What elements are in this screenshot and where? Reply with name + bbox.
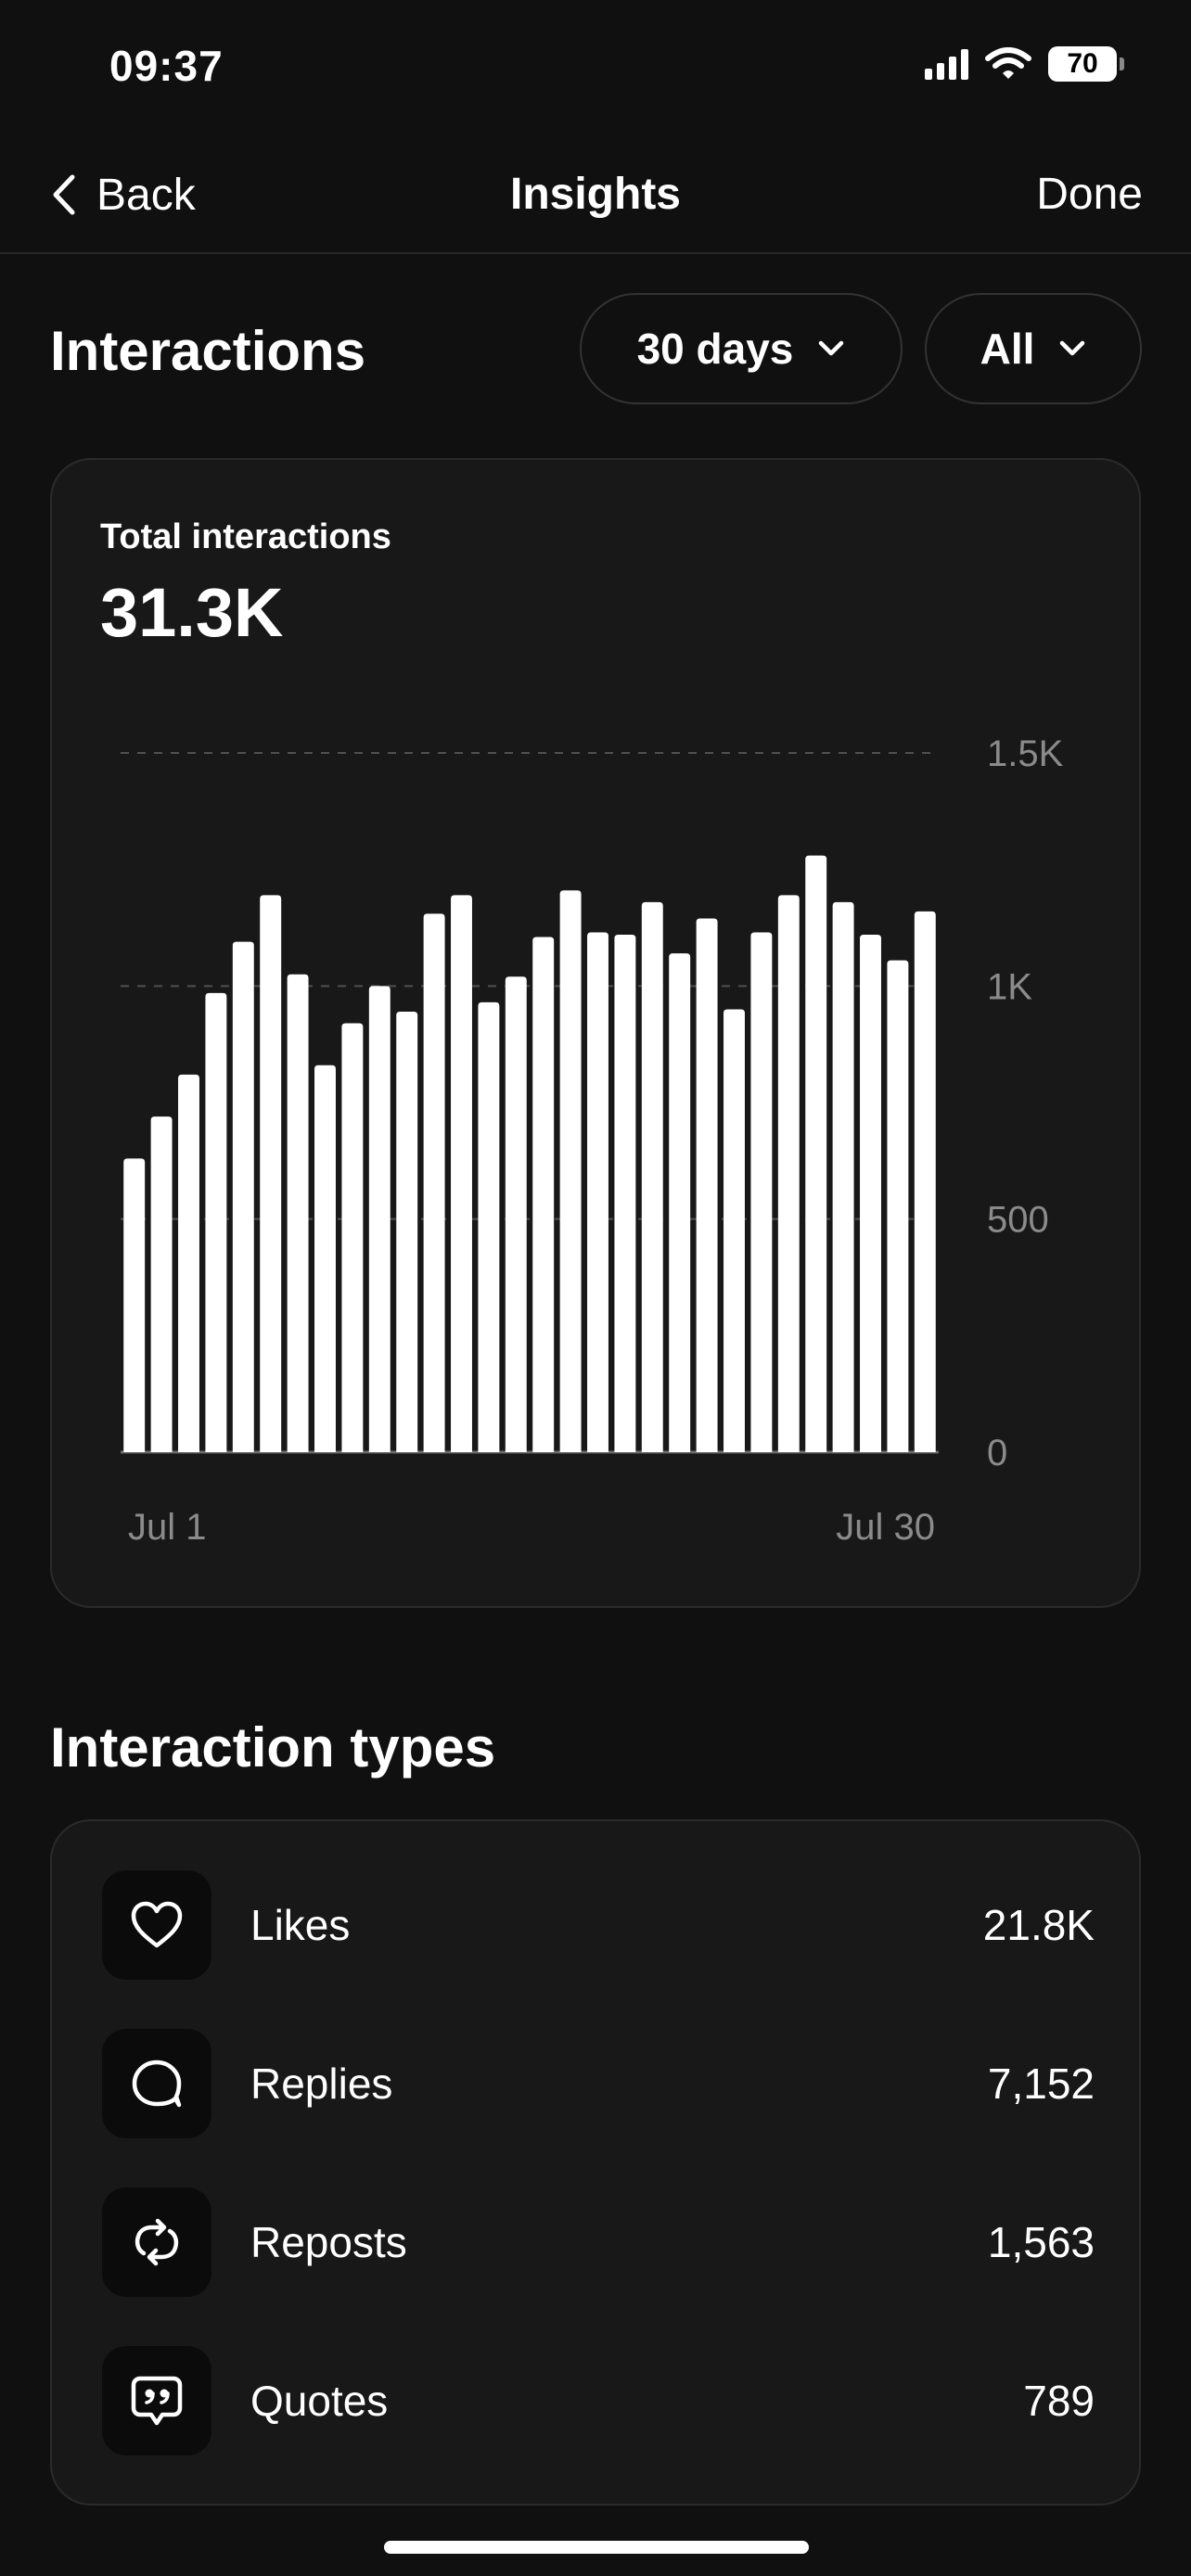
navigation-bar: Back Insights Done xyxy=(0,139,1191,254)
x-tick-label-end: Jul 30 xyxy=(836,1507,935,1548)
interaction-type-row-likes[interactable]: Likes 21.8K xyxy=(102,1869,1095,1981)
heart-icon xyxy=(102,1870,211,1980)
chart-bar xyxy=(724,1009,745,1452)
y-tick-label: 1.5K xyxy=(987,733,1064,774)
total-interactions-value: 31.3K xyxy=(100,574,284,651)
interaction-type-label: Replies xyxy=(250,2060,393,2108)
chart-bar xyxy=(587,932,608,1452)
chart-bar xyxy=(860,935,881,1452)
chart-bar xyxy=(805,855,827,1452)
battery-icon: 70 xyxy=(1048,46,1124,82)
chart-bar xyxy=(451,895,472,1452)
chart-bar xyxy=(123,1158,146,1452)
chart-bar xyxy=(559,890,582,1452)
done-button[interactable]: Done xyxy=(1036,170,1143,219)
chart-bar xyxy=(505,976,527,1452)
interaction-type-value: 1,563 xyxy=(987,2218,1095,2266)
range-filter-dropdown[interactable]: 30 days xyxy=(580,293,903,404)
interaction-type-row-replies[interactable]: Replies 7,152 xyxy=(102,2028,1095,2139)
interaction-type-value: 789 xyxy=(1023,2377,1095,2425)
repost-icon xyxy=(102,2187,211,2297)
interactions-heading: Interactions xyxy=(50,320,366,382)
interaction-type-label: Quotes xyxy=(250,2377,389,2425)
chart-bar xyxy=(368,986,391,1452)
chevron-left-icon xyxy=(53,174,75,215)
y-tick-label: 500 xyxy=(987,1200,1049,1241)
interactions-chart-card: Total interactions 31.3K 1.5K 1K 500 0 Jul 1… xyxy=(50,458,1141,1608)
chart-bar xyxy=(887,960,909,1452)
interaction-type-row-reposts[interactable]: Reposts 1,563 xyxy=(102,2187,1095,2298)
y-tick-label: 0 xyxy=(987,1433,1007,1473)
quote-bubble-icon xyxy=(102,2346,211,2455)
chevron-down-icon xyxy=(1060,340,1085,356)
chart-bar xyxy=(232,941,254,1452)
chart-bar xyxy=(260,895,282,1452)
status-icons: 70 xyxy=(925,46,1124,82)
cellular-signal-icon xyxy=(925,48,968,80)
status-time: 09:37 xyxy=(109,42,224,90)
chart-bar xyxy=(532,937,555,1452)
chart-bar xyxy=(641,901,663,1452)
chart-bar xyxy=(150,1116,173,1452)
back-label: Back xyxy=(96,170,196,220)
back-button[interactable]: Back xyxy=(50,167,196,223)
chart-bar xyxy=(777,895,800,1452)
chart-bar xyxy=(914,911,936,1452)
chart-bar xyxy=(314,1065,336,1452)
chart-bar xyxy=(178,1074,199,1452)
interaction-type-value: 7,152 xyxy=(987,2060,1095,2108)
range-filter-label: 30 days xyxy=(636,325,794,373)
chart-bar xyxy=(287,974,309,1452)
interaction-types-heading: Interaction types xyxy=(50,1716,496,1779)
interaction-type-label: Likes xyxy=(250,1901,351,1949)
type-filter-dropdown[interactable]: All xyxy=(925,293,1142,404)
chevron-down-icon xyxy=(819,340,844,356)
page-title: Insights xyxy=(509,170,681,219)
x-tick-label-start: Jul 1 xyxy=(128,1507,207,1548)
chart-bar xyxy=(423,913,445,1452)
chart-bar xyxy=(478,1001,500,1452)
chart-bar xyxy=(396,1011,418,1452)
chart-bar xyxy=(341,1023,364,1452)
chart-bar xyxy=(696,918,718,1452)
wifi-icon xyxy=(985,47,1031,81)
total-interactions-label: Total interactions xyxy=(100,517,391,556)
chart-bar xyxy=(205,992,227,1452)
interaction-type-value: 21.8K xyxy=(982,1901,1095,1949)
interaction-types-card: Likes 21.8K Replies 7,152 Reposts 1,563 xyxy=(50,1819,1141,2506)
battery-level: 70 xyxy=(1067,48,1098,79)
chart-bar xyxy=(750,932,773,1452)
home-indicator[interactable] xyxy=(384,2541,809,2554)
type-filter-label: All xyxy=(980,325,1035,373)
interaction-type-row-quotes[interactable]: Quotes 789 xyxy=(102,2345,1095,2456)
y-tick-label: 1K xyxy=(987,966,1032,1007)
chart-bar xyxy=(832,901,854,1452)
chart-bar xyxy=(669,953,691,1452)
interaction-type-label: Reposts xyxy=(250,2218,407,2266)
reply-bubble-icon xyxy=(102,2029,211,2138)
interactions-bar-chart: 1.5K 1K 500 0 Jul 1 Jul 30 xyxy=(121,733,1064,1548)
chart-bar xyxy=(614,935,636,1452)
